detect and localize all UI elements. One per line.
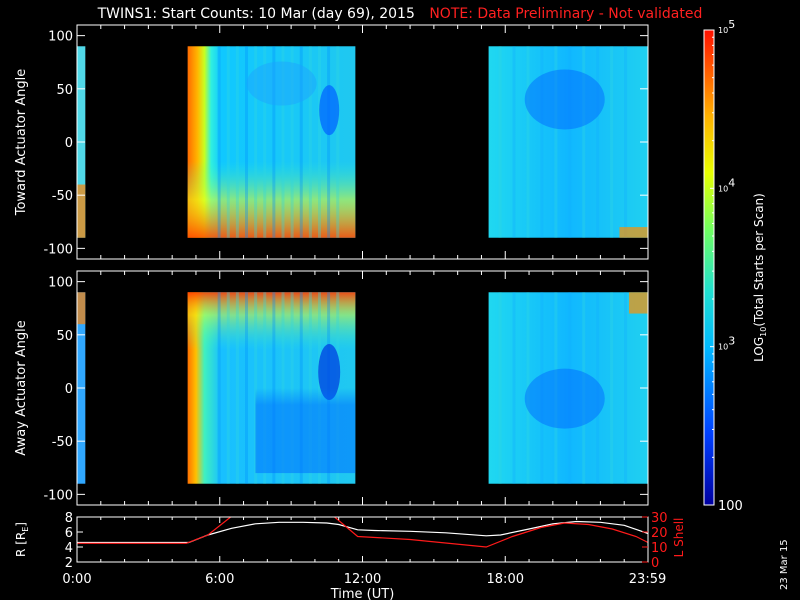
data-block-edge [619,227,648,238]
low-count-feature [319,85,340,136]
streak [235,46,239,238]
plot-title: TWINS1: Start Counts: 10 Mar (day 69), 2… [97,6,415,22]
streak [308,46,312,238]
streak [554,292,558,484]
y-tick-label: -50 [52,189,73,204]
y-tick-label: -100 [43,242,73,257]
streak [263,46,267,238]
y-tick-label: 100 [48,276,73,291]
data-block-edge [77,184,86,238]
streak [624,46,628,238]
low-count-feature [318,344,341,401]
plot-title-line: TWINS1: Start Counts: 10 Mar (day 69), 2… [0,6,800,22]
y-tick-label-right: 20 [651,526,668,541]
streak [245,292,249,484]
data-block [488,46,648,238]
y-tick-label: 2 [65,556,73,571]
low-count-feature [255,388,356,474]
streak [226,46,230,238]
streak [526,46,530,238]
streak [540,46,544,238]
streak [290,46,294,238]
streak [281,46,285,238]
y-tick-label-right: 0 [651,556,659,571]
colorbar-tick-label: 105 [718,18,735,35]
colorbar-frame [703,29,715,506]
heatmap-panel-away: 100 50 0 -50 -100 Away Actuator Angle [14,270,649,506]
y-axis-label: Toward Actuator Angle [14,69,29,216]
streak [512,292,516,484]
y-tick-label: 50 [56,83,73,98]
datestamp: 23 Mar 15 [779,539,790,590]
data-block-edge [628,292,648,314]
streak [226,292,230,484]
streak [610,292,614,484]
colorbar-tick-label: 100 [718,499,743,514]
low-count-feature [524,69,605,130]
data-block-shade [187,46,356,238]
y-tick-label: 0 [65,136,73,151]
streak [336,46,340,238]
x-axis-label: Time (UT) [330,587,395,600]
heatmap-panel-toward: 100 50 0 -50 -100 Toward Actuator Angle [14,24,649,260]
streak [272,46,276,238]
low-count-feature [524,368,605,429]
streak [582,46,586,238]
y-axis-label-right: L Shell [672,518,686,558]
y-axis-label-left: R [RE] [14,522,30,557]
streak [526,292,530,484]
streak [217,292,221,484]
colorbar [704,30,714,505]
streak [217,46,221,238]
y-tick-label: 4 [65,541,73,556]
y-axis-label: Away Actuator Angle [14,320,29,455]
y-tick-label-right: 10 [651,541,668,556]
streak [596,46,600,238]
y-tick-label: 100 [48,30,73,45]
colorbar-tick-label: 104 [718,176,735,193]
streak [498,46,502,238]
streak [498,292,502,484]
streak [299,46,303,238]
streak [327,46,331,238]
streak [317,46,321,238]
x-tick-label: 18:00 [487,572,524,587]
streak [235,292,239,484]
data-block [488,292,648,484]
y-tick-label: 6 [65,526,73,541]
streak [582,292,586,484]
preliminary-note: NOTE: Data Preliminary - Not validated [429,6,703,22]
streak [512,46,516,238]
streak [568,292,572,484]
y-tick-label: -50 [52,435,73,450]
streak [554,46,558,238]
streak [254,46,258,238]
x-tick-label: 6:00 [205,572,234,587]
streak [540,292,544,484]
data-block-edge [77,292,86,325]
low-count-feature [246,61,317,106]
colorbar-tick-label: 103 [718,335,735,352]
streak [596,292,600,484]
streak [568,46,572,238]
y-tick-label: 0 [65,382,73,397]
streak [610,46,614,238]
y-tick-label: -100 [43,488,73,503]
x-tick-label: 23:59 [629,572,666,587]
l-shell-line [77,517,648,548]
streak [245,46,249,238]
y-tick-label: 50 [56,329,73,344]
colorbar-label: LOG10(Total Starts per Scan) [752,193,768,362]
x-tick-label: 0:00 [62,572,91,587]
r-distance-line [77,520,648,544]
x-tick-label: 12:00 [344,572,381,587]
y-tick-label-right: 30 [651,511,668,526]
streak [624,292,628,484]
y-tick-label: 8 [65,511,73,526]
